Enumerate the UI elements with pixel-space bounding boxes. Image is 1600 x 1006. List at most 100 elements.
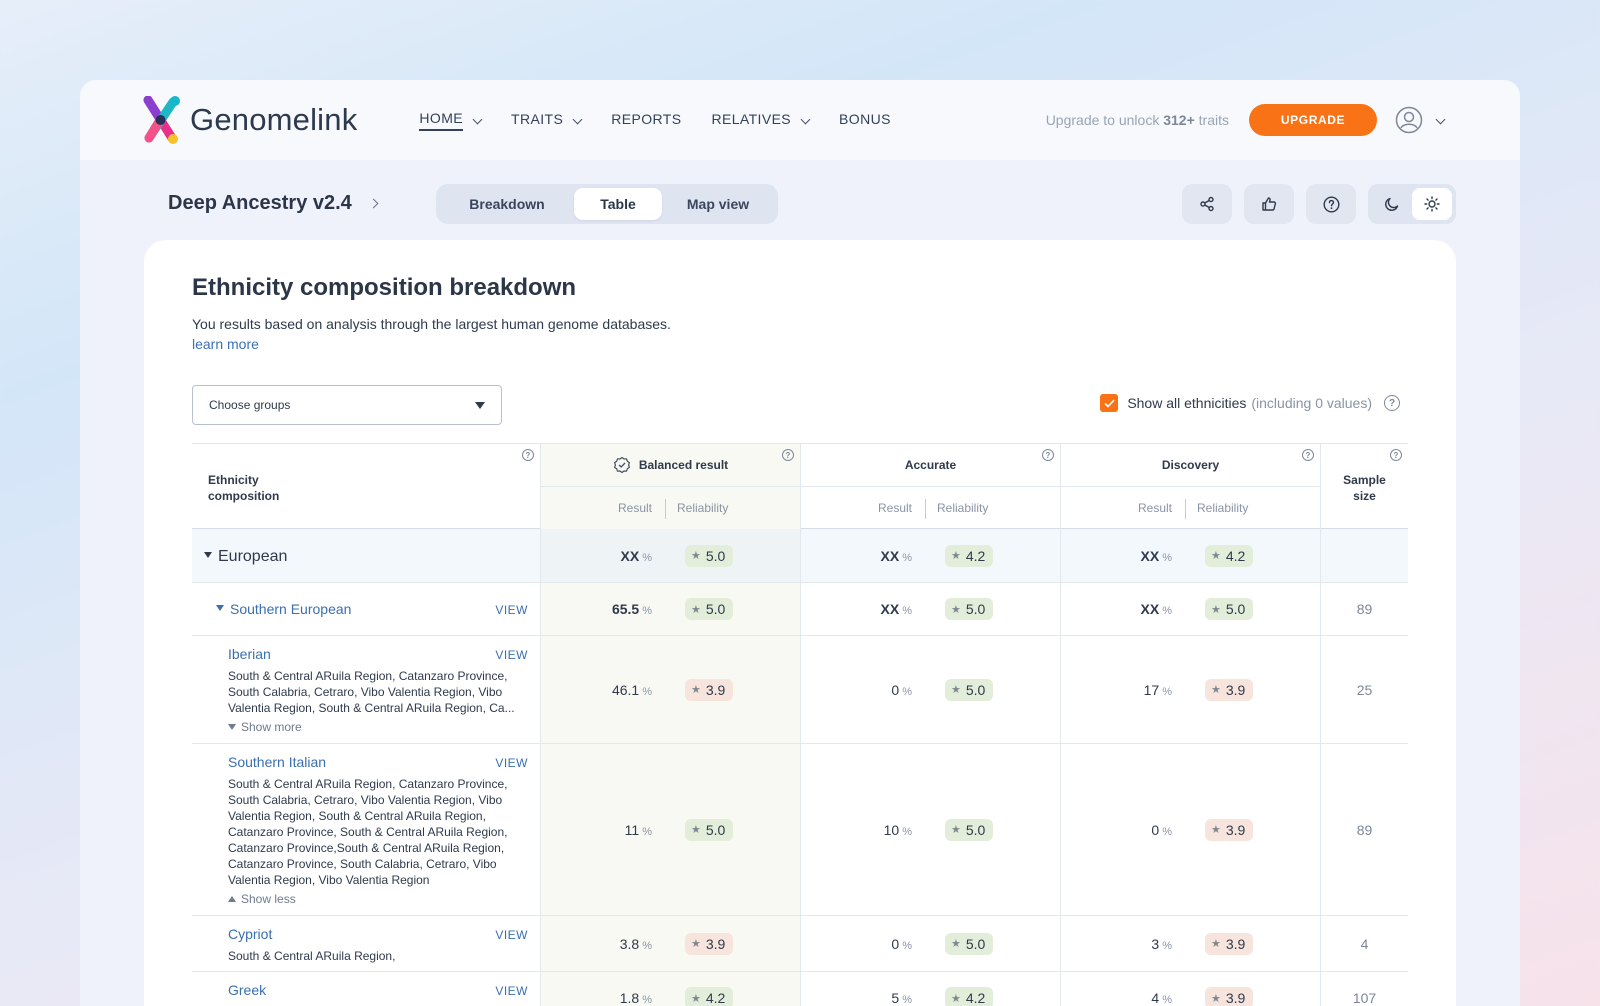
table-row-southern-italian[interactable]: Southern Italian VIEW South & Central AR… (192, 744, 1408, 916)
reliability-value: 5.0 (965, 935, 986, 952)
like-button[interactable] (1244, 184, 1294, 224)
result-number: 11 (624, 821, 640, 838)
choose-groups-select[interactable]: Choose groups (192, 385, 502, 425)
accurate-cell: XX% ★ 5.0 (800, 583, 1060, 635)
star-icon: ★ (1211, 603, 1221, 616)
expand-caret-icon (204, 551, 212, 558)
view-link[interactable]: VIEW (495, 648, 528, 662)
result-number: 10 (883, 821, 900, 838)
result-number: 1.8 (619, 990, 640, 1006)
verified-badge-icon (613, 456, 630, 474)
table-row-southern-european[interactable]: Southern European VIEW 65.5% ★ 5.0 XX% ★ 5… (192, 583, 1408, 636)
reliability-value: 5.0 (1225, 601, 1246, 617)
help-icon[interactable]: ? (1384, 395, 1400, 411)
star-icon: ★ (951, 684, 961, 696)
reliability-badge: ★ 5.0 (945, 818, 994, 841)
star-icon: ★ (691, 824, 701, 836)
ethnicity-card: Ethnicity composition breakdown You resu… (144, 240, 1456, 1006)
result-value: XX% (1141, 548, 1172, 564)
nav-bonus[interactable]: BONUS (839, 111, 891, 130)
table-row-cypriot[interactable]: Cypriot VIEW South & Central ARuila Regi… (192, 916, 1408, 972)
brand-name: Genomelink (190, 102, 358, 137)
top-right-controls: Upgrade to unlock 312+ traits UPGRADE (1046, 80, 1446, 160)
main-nav: HOME TRAITS REPORTS RELATIVES BONUS (419, 110, 920, 131)
logo[interactable]: Genomelink (142, 96, 357, 144)
tab-breakdown[interactable]: Breakdown (469, 196, 545, 212)
reliability-badge: ★ 4.2 (685, 987, 734, 1006)
discovery-cell: 4% ★ 3.9 (1060, 972, 1320, 1006)
reliability-value: 4.2 (705, 990, 726, 1006)
result-number: 5 (891, 990, 900, 1006)
show-more-toggle[interactable]: Show more (228, 720, 302, 734)
help-icon[interactable]: ? (1302, 449, 1314, 461)
nav-reports[interactable]: REPORTS (611, 111, 681, 130)
tab-table[interactable]: Table (574, 188, 662, 220)
result-value: 46.1% (612, 682, 652, 698)
header-accurate-sub: Result Reliability (801, 487, 1060, 530)
upgrade-button[interactable]: UPGRADE (1249, 104, 1377, 136)
page-toolbar: Deep Ancestry v2.4 Breakdown Table Map v… (80, 184, 1520, 224)
reliability-value: 4.2 (965, 990, 986, 1006)
result-value: 3.8% (620, 936, 652, 952)
nav-relatives[interactable]: RELATIVES (711, 111, 811, 130)
ethnicity-name[interactable]: Southern European (216, 601, 351, 617)
share-button[interactable] (1182, 184, 1232, 224)
star-icon: ★ (1211, 938, 1221, 950)
view-link[interactable]: VIEW (495, 756, 528, 770)
chevron-down-icon (472, 114, 483, 124)
table-row-iberian[interactable]: Iberian VIEW South & Central ARuila Regi… (192, 636, 1408, 744)
help-button[interactable] (1306, 184, 1356, 224)
help-icon[interactable]: ? (522, 449, 534, 461)
reliability-value: 5.0 (965, 821, 986, 838)
show-all-checkbox[interactable] (1100, 394, 1119, 412)
result-value: 10% (884, 822, 912, 838)
table-row-european[interactable]: European XX% ★ 5.0 XX% ★ 4.2 XX% ★ 4.2 (192, 529, 1408, 583)
reliability-badge: ★ 5.0 (685, 544, 734, 567)
nav-traits[interactable]: TRAITS (511, 111, 583, 130)
reliability-badge: ★ 3.9 (685, 678, 734, 701)
percent-sign: % (1162, 939, 1172, 952)
ethnicity-name[interactable]: Greek (228, 982, 267, 998)
view-link[interactable]: VIEW (495, 603, 528, 617)
nav-home[interactable]: HOME (419, 110, 483, 131)
page-title[interactable]: Deep Ancestry v2.4 (168, 192, 379, 215)
help-icon[interactable]: ? (1390, 449, 1402, 461)
tab-map-view[interactable]: Map view (686, 196, 750, 212)
user-avatar-icon[interactable] (1395, 106, 1423, 134)
view-link[interactable]: VIEW (495, 928, 528, 942)
header-discovery-title: Discovery (1061, 444, 1320, 487)
nav-bonus-label: BONUS (839, 110, 891, 127)
header-ethnicity: Ethnicity composition ? (192, 444, 540, 530)
percent-sign: % (642, 994, 652, 1006)
sample-size-cell: 4 (1320, 916, 1408, 971)
light-mode-option[interactable] (1412, 188, 1452, 220)
result-number: 3.8 (619, 935, 640, 952)
view-link[interactable]: VIEW (495, 984, 528, 998)
help-icon[interactable]: ? (782, 449, 794, 461)
ethnicity-name[interactable]: European (204, 548, 287, 566)
ethnicity-name-text: Southern European (230, 601, 352, 617)
learn-more-link[interactable]: learn more (192, 336, 259, 352)
chevron-down-icon[interactable] (1435, 114, 1446, 124)
star-icon: ★ (691, 603, 701, 616)
show-less-toggle[interactable]: Show less (228, 892, 296, 906)
ethnicity-name[interactable]: Iberian (228, 646, 271, 662)
percent-sign: % (1162, 685, 1172, 698)
card-title: Ethnicity composition breakdown (192, 274, 577, 301)
percent-sign: % (902, 825, 912, 838)
result-value: XX% (881, 601, 912, 617)
dark-mode-option[interactable] (1372, 188, 1412, 220)
help-icon[interactable]: ? (1042, 449, 1054, 461)
header-ethnicity-line2: composition (208, 489, 280, 503)
table-row-greek[interactable]: Greek VIEW 1.8% ★ 4.2 5% ★ 4.2 4% ★ 3.9 107 (192, 972, 1408, 1006)
discovery-cell: XX% ★ 5.0 (1060, 583, 1320, 635)
result-value: XX% (1141, 601, 1172, 617)
discovery-cell: 0% ★ 3.9 (1060, 744, 1320, 915)
reliability-badge: ★ 5.0 (945, 598, 994, 620)
ethnicity-name[interactable]: Cypriot (228, 926, 273, 942)
ethnicity-cell: European (192, 529, 540, 582)
reliability-badge: ★ 3.9 (1205, 678, 1254, 701)
ethnicity-name[interactable]: Southern Italian (228, 754, 327, 770)
ethnicity-cell: Greek VIEW (192, 972, 540, 1006)
ethnicity-name-text: European (218, 548, 288, 565)
